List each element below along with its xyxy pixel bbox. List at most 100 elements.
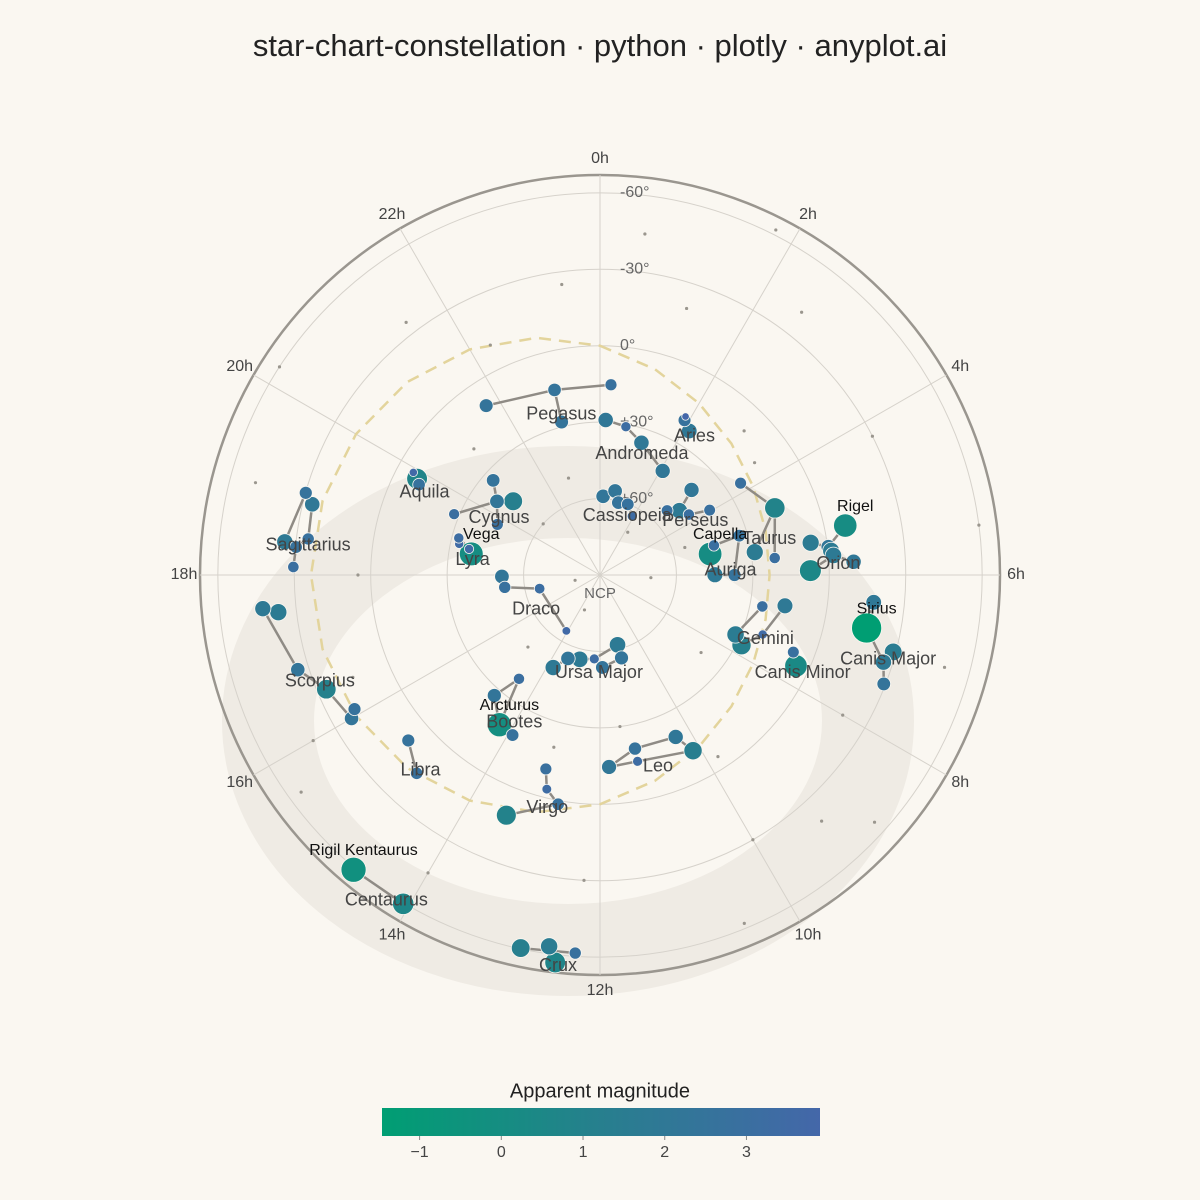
angular-tick-label: 6h	[1007, 566, 1025, 583]
star	[485, 473, 501, 488]
field-star	[582, 608, 587, 612]
constellation-label: Auriga	[705, 560, 758, 580]
star	[865, 594, 882, 611]
star	[601, 759, 617, 775]
star	[845, 553, 862, 570]
field-star	[552, 745, 556, 749]
constellation-line	[538, 587, 568, 632]
star	[254, 600, 272, 618]
star	[682, 508, 696, 521]
star	[289, 540, 303, 554]
angular-tick-label: 16h	[226, 774, 253, 791]
angular-tick-label: 4h	[951, 358, 969, 375]
angular-tick-label: 22h	[379, 206, 406, 223]
constellation-label: Sagittarius	[266, 535, 351, 555]
colorbar-tick-label: 2	[660, 1144, 669, 1161]
star	[510, 938, 531, 958]
angular-grid-line	[253, 574, 601, 776]
constellation-label: Leo	[643, 756, 673, 776]
star	[551, 797, 565, 811]
constellation-line	[554, 383, 612, 392]
star	[505, 728, 520, 742]
field-star	[774, 228, 778, 232]
star	[626, 510, 638, 522]
star	[614, 650, 629, 666]
star	[632, 755, 643, 767]
star	[681, 412, 690, 421]
angular-tick-label: 0h	[591, 150, 609, 167]
star	[478, 398, 494, 413]
star-label: Rigel	[837, 498, 873, 515]
constellation-label: Orion	[816, 553, 860, 573]
star	[392, 892, 415, 915]
field-star	[488, 343, 492, 347]
star	[486, 688, 502, 703]
star	[726, 625, 745, 644]
star	[654, 462, 671, 479]
field-star	[699, 650, 703, 655]
star	[495, 804, 517, 826]
field-star	[526, 645, 530, 649]
field-star	[573, 578, 577, 582]
field-star	[626, 530, 630, 534]
star	[874, 653, 892, 671]
star	[568, 946, 582, 960]
colorbar	[382, 1108, 820, 1136]
field-star	[356, 573, 360, 577]
field-star	[649, 576, 653, 580]
star	[588, 653, 600, 665]
constellation-label: Centaurus	[345, 890, 428, 910]
star	[269, 603, 288, 622]
star-label: Sirius	[857, 600, 897, 617]
star	[595, 660, 610, 675]
star-label: Arcturus	[480, 697, 540, 714]
constellation-label: Lyra	[455, 549, 490, 569]
star	[560, 650, 576, 667]
field-star	[685, 306, 689, 311]
star	[667, 728, 684, 745]
star-label: Rigil Kentaurus	[309, 842, 418, 859]
star	[683, 481, 700, 498]
star	[801, 533, 820, 552]
star	[290, 662, 306, 678]
field-star	[472, 447, 476, 451]
constellation-label: Canis Major	[840, 648, 936, 668]
angular-tick-label: 8h	[951, 774, 969, 791]
star	[876, 676, 891, 692]
star	[621, 497, 635, 512]
field-star	[404, 320, 408, 324]
constellation-line	[261, 608, 299, 671]
field-star	[870, 434, 875, 438]
star	[401, 733, 416, 748]
constellation-label: Canis Minor	[755, 662, 851, 682]
star	[851, 612, 883, 644]
star	[298, 485, 313, 500]
colorbar-tick-label: 1	[579, 1144, 588, 1161]
field-star	[800, 310, 804, 314]
colorbar-tick-label: −1	[410, 1144, 428, 1161]
colorbar-tick-label: 3	[742, 1144, 751, 1161]
star-label: Vega	[463, 526, 500, 543]
field-star	[942, 665, 947, 669]
star	[347, 702, 362, 717]
star	[541, 783, 553, 795]
angular-tick-label: 2h	[799, 206, 817, 223]
star	[304, 496, 321, 513]
star	[540, 937, 559, 956]
star	[597, 411, 614, 428]
star-label: Capella	[693, 526, 747, 543]
star	[287, 560, 300, 574]
angular-tick-label: 14h	[379, 926, 406, 943]
field-star	[716, 755, 720, 759]
constellation-line	[485, 388, 555, 407]
star	[340, 856, 367, 883]
star	[683, 741, 703, 761]
field-star	[977, 523, 981, 527]
field-star	[683, 545, 687, 550]
field-star	[742, 921, 746, 925]
colorbar-title: Apparent magnitude	[510, 1080, 690, 1102]
radial-tick-label: NCP	[584, 585, 616, 602]
field-star	[752, 461, 757, 465]
